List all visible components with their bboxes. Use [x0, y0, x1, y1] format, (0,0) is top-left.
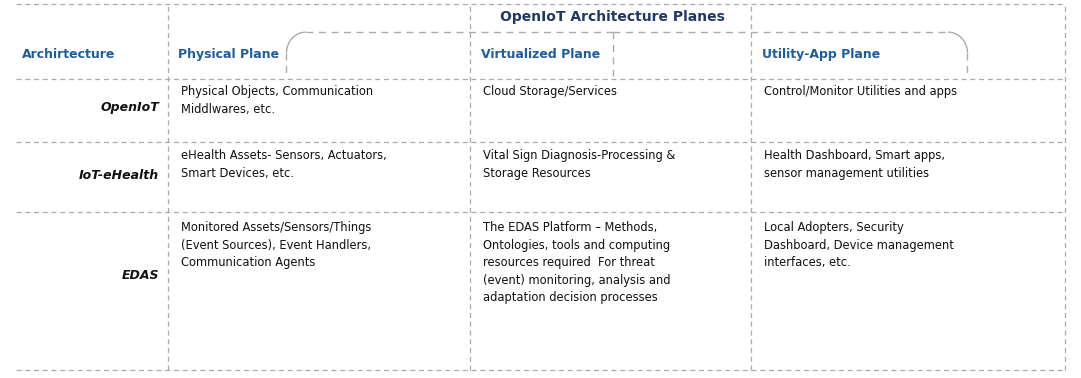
- Text: Control/Monitor Utilities and apps: Control/Monitor Utilities and apps: [764, 85, 958, 98]
- Text: Physical Objects, Communication
Middlwares, etc.: Physical Objects, Communication Middlwar…: [181, 85, 373, 116]
- Text: Vital Sign Diagnosis-Processing &
Storage Resources: Vital Sign Diagnosis-Processing & Storag…: [483, 149, 676, 180]
- Text: Local Adopters, Security
Dashboard, Device management
interfaces, etc.: Local Adopters, Security Dashboard, Devi…: [764, 221, 955, 269]
- Text: IoT-eHealth: IoT-eHealth: [79, 169, 159, 182]
- Text: Monitored Assets/Sensors/Things
(Event Sources), Event Handlers,
Communication A: Monitored Assets/Sensors/Things (Event S…: [181, 221, 371, 269]
- Text: OpenIoT: OpenIoT: [101, 101, 159, 114]
- Text: OpenIoT Architecture Planes: OpenIoT Architecture Planes: [501, 10, 725, 24]
- Text: Cloud Storage/Services: Cloud Storage/Services: [483, 85, 617, 98]
- Text: Health Dashboard, Smart apps,
sensor management utilities: Health Dashboard, Smart apps, sensor man…: [764, 149, 945, 180]
- Text: The EDAS Platform – Methods,
Ontologies, tools and computing
resources required : The EDAS Platform – Methods, Ontologies,…: [483, 221, 670, 304]
- Text: eHealth Assets- Sensors, Actuators,
Smart Devices, etc.: eHealth Assets- Sensors, Actuators, Smar…: [181, 149, 386, 180]
- Text: Archirtecture: Archirtecture: [22, 48, 115, 61]
- Text: Utility-App Plane: Utility-App Plane: [762, 48, 880, 61]
- Text: EDAS: EDAS: [121, 270, 159, 282]
- Text: Physical Plane: Physical Plane: [178, 48, 280, 61]
- Text: Virtualized Plane: Virtualized Plane: [481, 48, 600, 61]
